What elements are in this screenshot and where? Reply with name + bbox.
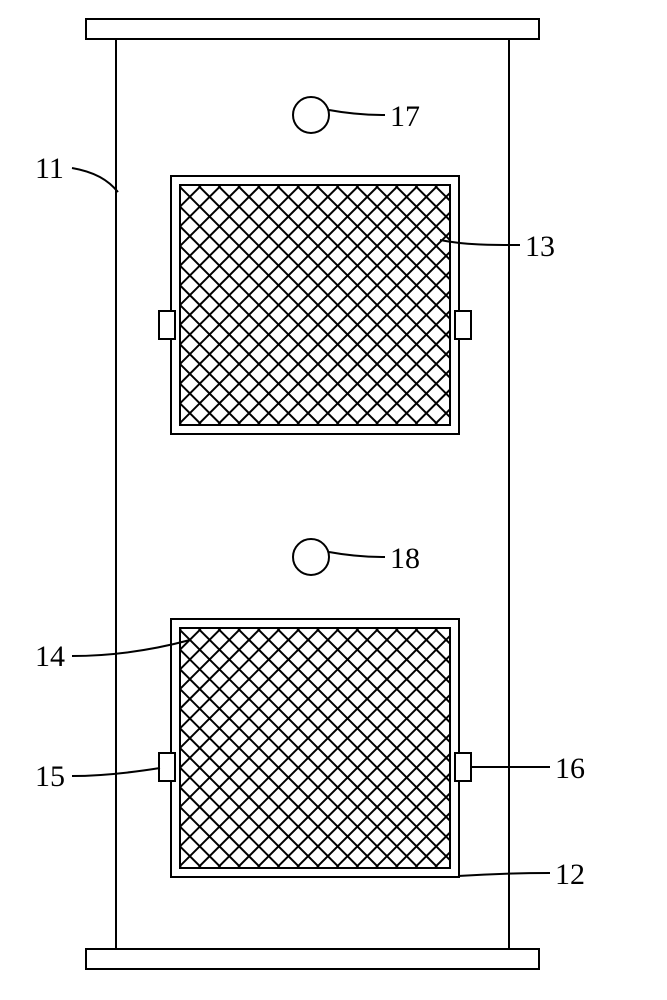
label-16: 16	[555, 752, 585, 786]
label-13: 13	[525, 230, 555, 264]
diagram-stage: 11 17 13 18 14 15 16 12	[0, 0, 667, 1000]
label-12: 12	[555, 858, 585, 892]
label-15: 15	[35, 760, 65, 794]
label-17: 17	[390, 100, 420, 134]
label-14: 14	[35, 640, 65, 674]
leader-lines	[0, 0, 667, 1000]
label-11: 11	[35, 152, 64, 186]
label-18: 18	[390, 542, 420, 576]
